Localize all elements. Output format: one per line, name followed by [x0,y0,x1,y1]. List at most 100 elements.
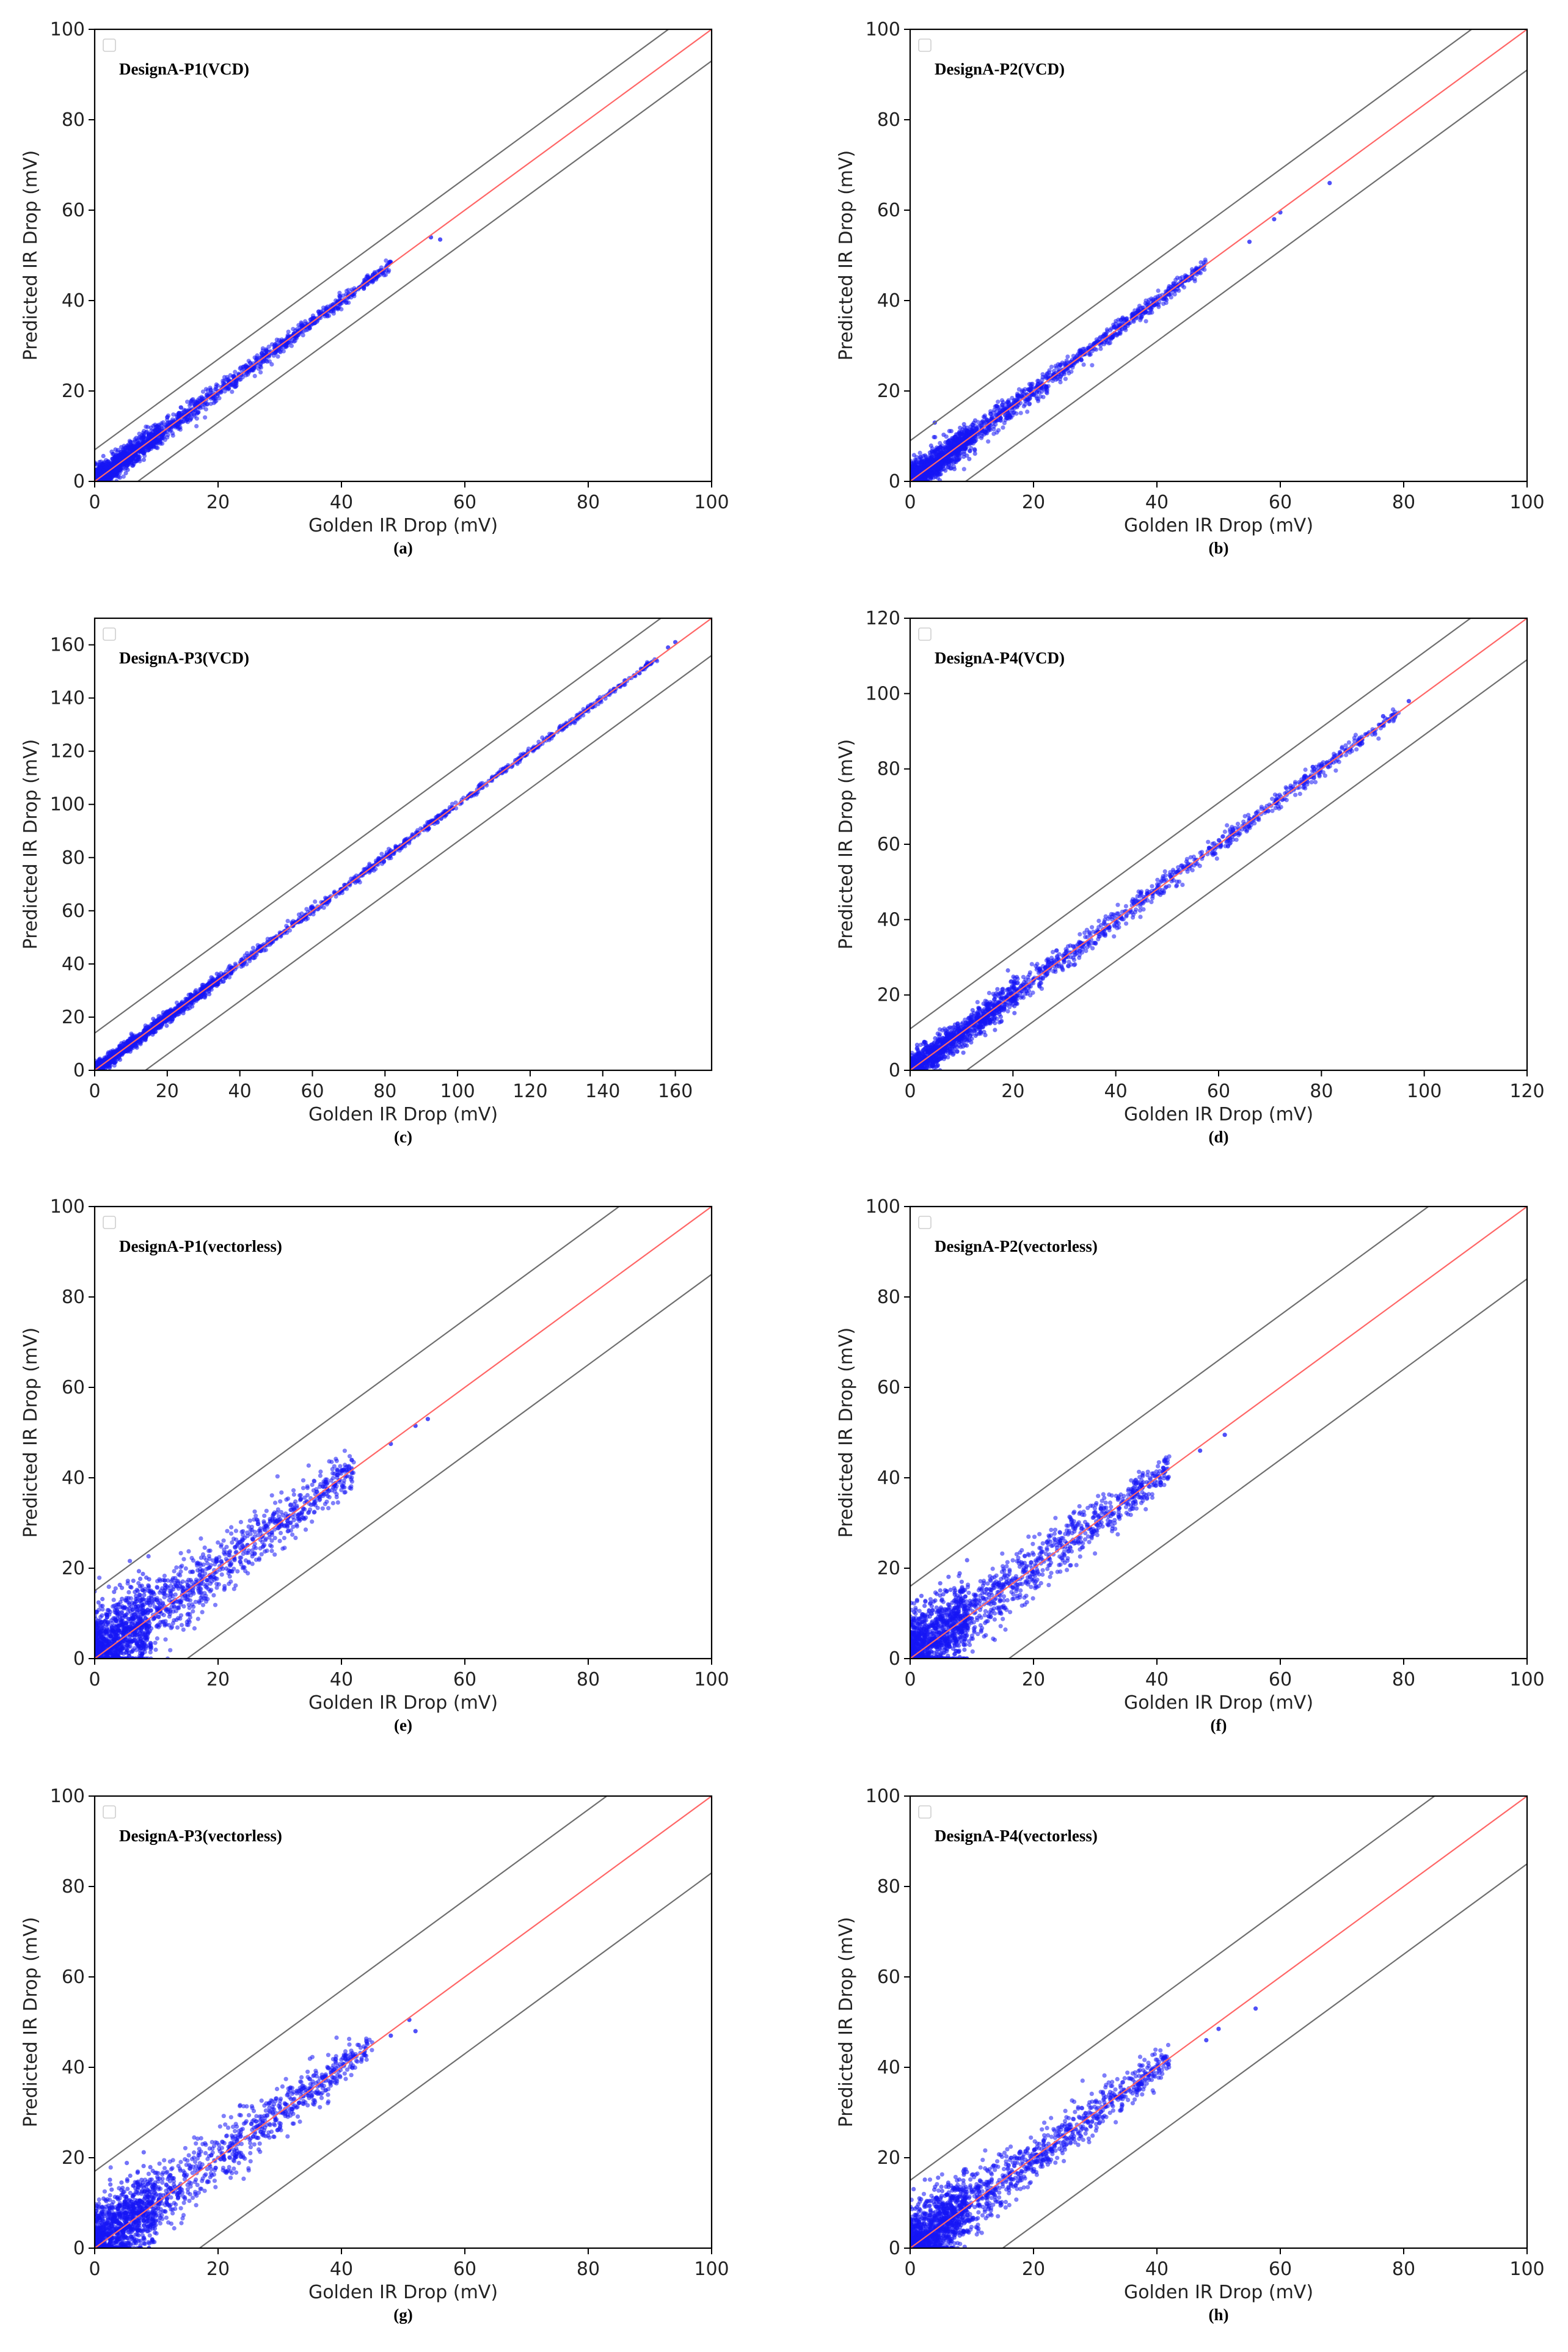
x-tick-label: 40 [1145,492,1169,513]
scatter-point [163,423,168,428]
scatter-point [1101,334,1106,338]
scatter-point [1054,365,1059,370]
scatter-point [100,462,105,467]
panel-caption: (a) [393,539,412,557]
scatter-point [1016,395,1021,400]
scatter-point [1002,420,1007,426]
scatter-point [1150,298,1155,303]
scatter-point [1035,378,1040,384]
scatter-point [165,435,170,440]
scatter-point [1125,316,1129,321]
scatter-point [963,432,968,437]
scatter-point [958,425,963,430]
scatter-point [230,389,235,394]
scatter-point [133,439,138,444]
scatter-point [958,431,963,436]
scatter-point [581,713,586,718]
scatter-point [189,398,194,404]
ideal-line [910,29,1527,481]
scatter-point [170,417,175,422]
scatter-point [180,411,185,415]
scatter-point [113,458,118,463]
scatter-point [365,282,370,287]
scatter-point [119,445,124,450]
scatter-point [1181,285,1187,290]
scatter-point [282,345,287,349]
scatter-point [194,424,199,429]
scatter-point [111,461,116,466]
scatter-point [518,752,523,757]
x-tick-label: 100 [694,492,729,513]
x-tick-label: 60 [453,492,476,513]
scatter-point [1098,346,1103,351]
scatter-point [1114,319,1118,324]
scatter-point [599,699,604,704]
scatter-point [301,333,305,338]
scatter-point [929,455,935,459]
scatter-point [285,919,290,924]
scatter-point [227,386,232,391]
lower-bound-line [965,69,1527,481]
scatter-point [238,365,243,370]
scatter-point [171,412,176,417]
upper-bound-line [95,29,670,451]
scatter-point [177,414,181,419]
scatter-point [1065,368,1070,373]
scatter-point [275,354,280,359]
scatter-point [131,444,136,449]
y-tick-label: 60 [877,200,900,221]
scatter-point [192,411,197,415]
scatter-point [198,406,203,411]
scatter-point [284,924,289,929]
scatter-point-outlier [1272,217,1277,222]
scatter-point [362,286,366,291]
scatter-point [286,329,291,334]
scatter-point [1027,401,1032,406]
scatter-point [98,466,103,470]
x-tick-label: 60 [1269,492,1292,513]
scatter-point [1111,325,1116,330]
x-axis-label: Golden IR Drop (mV) [308,515,498,536]
scatter-point [938,440,943,446]
scatter-point [1094,347,1099,352]
scatter-point [943,468,948,473]
y-tick-label: 40 [877,290,900,312]
scatter-point [136,457,140,462]
scatter-point [126,460,131,465]
scatter-point [373,866,378,872]
scatter-panel-c: 0 20 40 60 80 100 120 140 1600204060801001201401… [20,617,713,1146]
scatter-point [123,470,128,476]
scatter-point [110,456,115,461]
scatter-point-outlier [438,237,443,242]
scatter-point [331,311,336,316]
y-tick-label: 40 [62,290,85,312]
y-tick-label: 100 [866,19,900,40]
scatter-point [1042,387,1047,392]
scatter-point [161,436,166,440]
scatter-point [205,401,210,406]
scatter-point [349,876,354,881]
axes-frame [93,28,713,483]
y-tick-label: 20 [62,381,85,402]
scatter-point [930,459,935,464]
scatter-point [943,450,948,455]
scatter-point [1115,324,1120,329]
scatter-point [932,434,936,440]
scatter-point [992,407,997,412]
scatter-point [1001,425,1005,430]
scatter-point [346,300,351,305]
scatter-point [1157,300,1162,305]
scatter-point [178,405,183,410]
scatter-point [234,379,239,384]
scatter-point [111,451,116,456]
scatter-point [274,341,279,346]
scatter-point [1034,394,1039,399]
y-tick-label: 100 [50,19,85,40]
y-tick-label: 80 [62,109,85,131]
panel-title: DesignA-P1(VCD) [119,60,249,78]
scatter-point [200,389,206,394]
scatter-point [318,310,323,315]
scatter-point [910,464,914,469]
scatter-point [1088,352,1093,357]
